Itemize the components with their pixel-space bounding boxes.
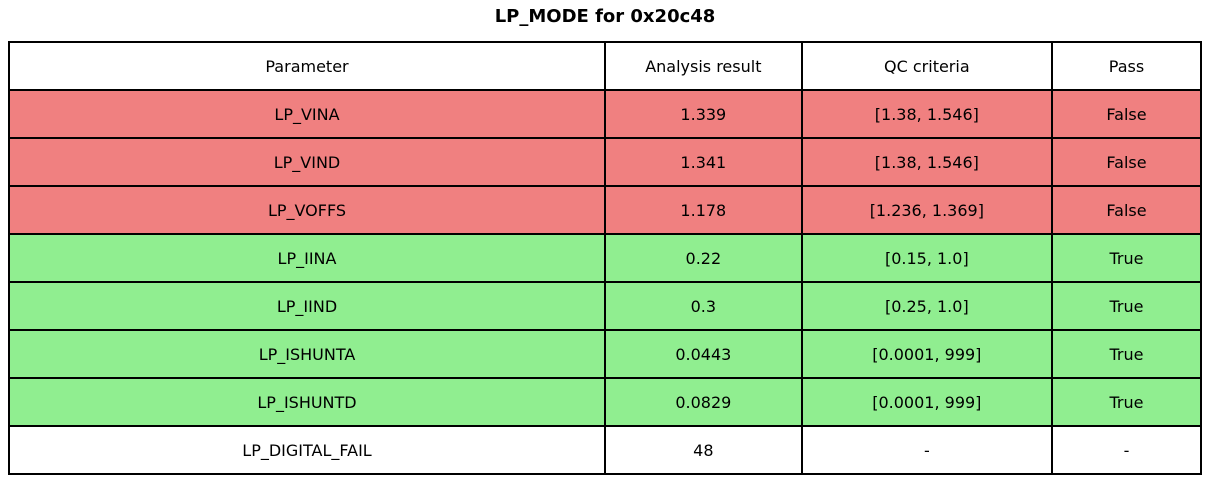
cell-criteria: [0.25, 1.0] <box>800 281 1053 331</box>
cell-result: 1.339 <box>604 89 803 139</box>
cell-criteria: [1.236, 1.369] <box>800 185 1053 235</box>
cell-parameter: LP_VOFFS <box>8 185 606 235</box>
cell-parameter: LP_VINA <box>8 89 606 139</box>
cell-parameter: LP_IIND <box>8 281 606 331</box>
table-row: LP_ISHUNTD 0.0829 [0.0001, 999] True <box>8 377 1203 427</box>
cell-result: 48 <box>604 425 803 475</box>
cell-criteria: [0.15, 1.0] <box>800 233 1053 283</box>
cell-pass: True <box>1050 377 1203 427</box>
cell-result: 0.3 <box>604 281 803 331</box>
table-row: LP_VOFFS 1.178 [1.236, 1.369] False <box>8 185 1203 235</box>
cell-pass: True <box>1050 329 1203 379</box>
cell-parameter: LP_ISHUNTD <box>8 377 606 427</box>
cell-parameter: LP_IINA <box>8 233 606 283</box>
col-header-qc-criteria: QC criteria <box>800 41 1053 91</box>
col-header-analysis-result: Analysis result <box>604 41 803 91</box>
table-row: LP_ISHUNTA 0.0443 [0.0001, 999] True <box>8 329 1203 379</box>
qc-results-table: Parameter Analysis result QC criteria Pa… <box>8 41 1203 475</box>
cell-pass: True <box>1050 281 1203 331</box>
cell-result: 1.341 <box>604 137 803 187</box>
cell-criteria: - <box>800 425 1053 475</box>
cell-parameter: LP_DIGITAL_FAIL <box>8 425 606 475</box>
cell-pass: True <box>1050 233 1203 283</box>
cell-result: 0.22 <box>604 233 803 283</box>
cell-pass: False <box>1050 185 1203 235</box>
table-title: LP_MODE for 0x20c48 <box>494 6 716 27</box>
cell-result: 1.178 <box>604 185 803 235</box>
table-row: LP_VINA 1.339 [1.38, 1.546] False <box>8 89 1203 139</box>
cell-result: 0.0443 <box>604 329 803 379</box>
cell-pass: False <box>1050 137 1203 187</box>
cell-criteria: [0.0001, 999] <box>800 377 1053 427</box>
table-row: LP_VIND 1.341 [1.38, 1.546] False <box>8 137 1203 187</box>
table-row: LP_IIND 0.3 [0.25, 1.0] True <box>8 281 1203 331</box>
cell-result: 0.0829 <box>604 377 803 427</box>
col-header-pass: Pass <box>1050 41 1203 91</box>
table-row: LP_IINA 0.22 [0.15, 1.0] True <box>8 233 1203 283</box>
cell-pass: False <box>1050 89 1203 139</box>
cell-criteria: [1.38, 1.546] <box>800 137 1053 187</box>
cell-parameter: LP_ISHUNTA <box>8 329 606 379</box>
table-row: LP_DIGITAL_FAIL 48 - - <box>8 425 1203 475</box>
cell-pass: - <box>1050 425 1203 475</box>
cell-criteria: [0.0001, 999] <box>800 329 1053 379</box>
cell-parameter: LP_VIND <box>8 137 606 187</box>
header-row: Parameter Analysis result QC criteria Pa… <box>8 41 1203 91</box>
col-header-parameter: Parameter <box>8 41 606 91</box>
cell-criteria: [1.38, 1.546] <box>800 89 1053 139</box>
